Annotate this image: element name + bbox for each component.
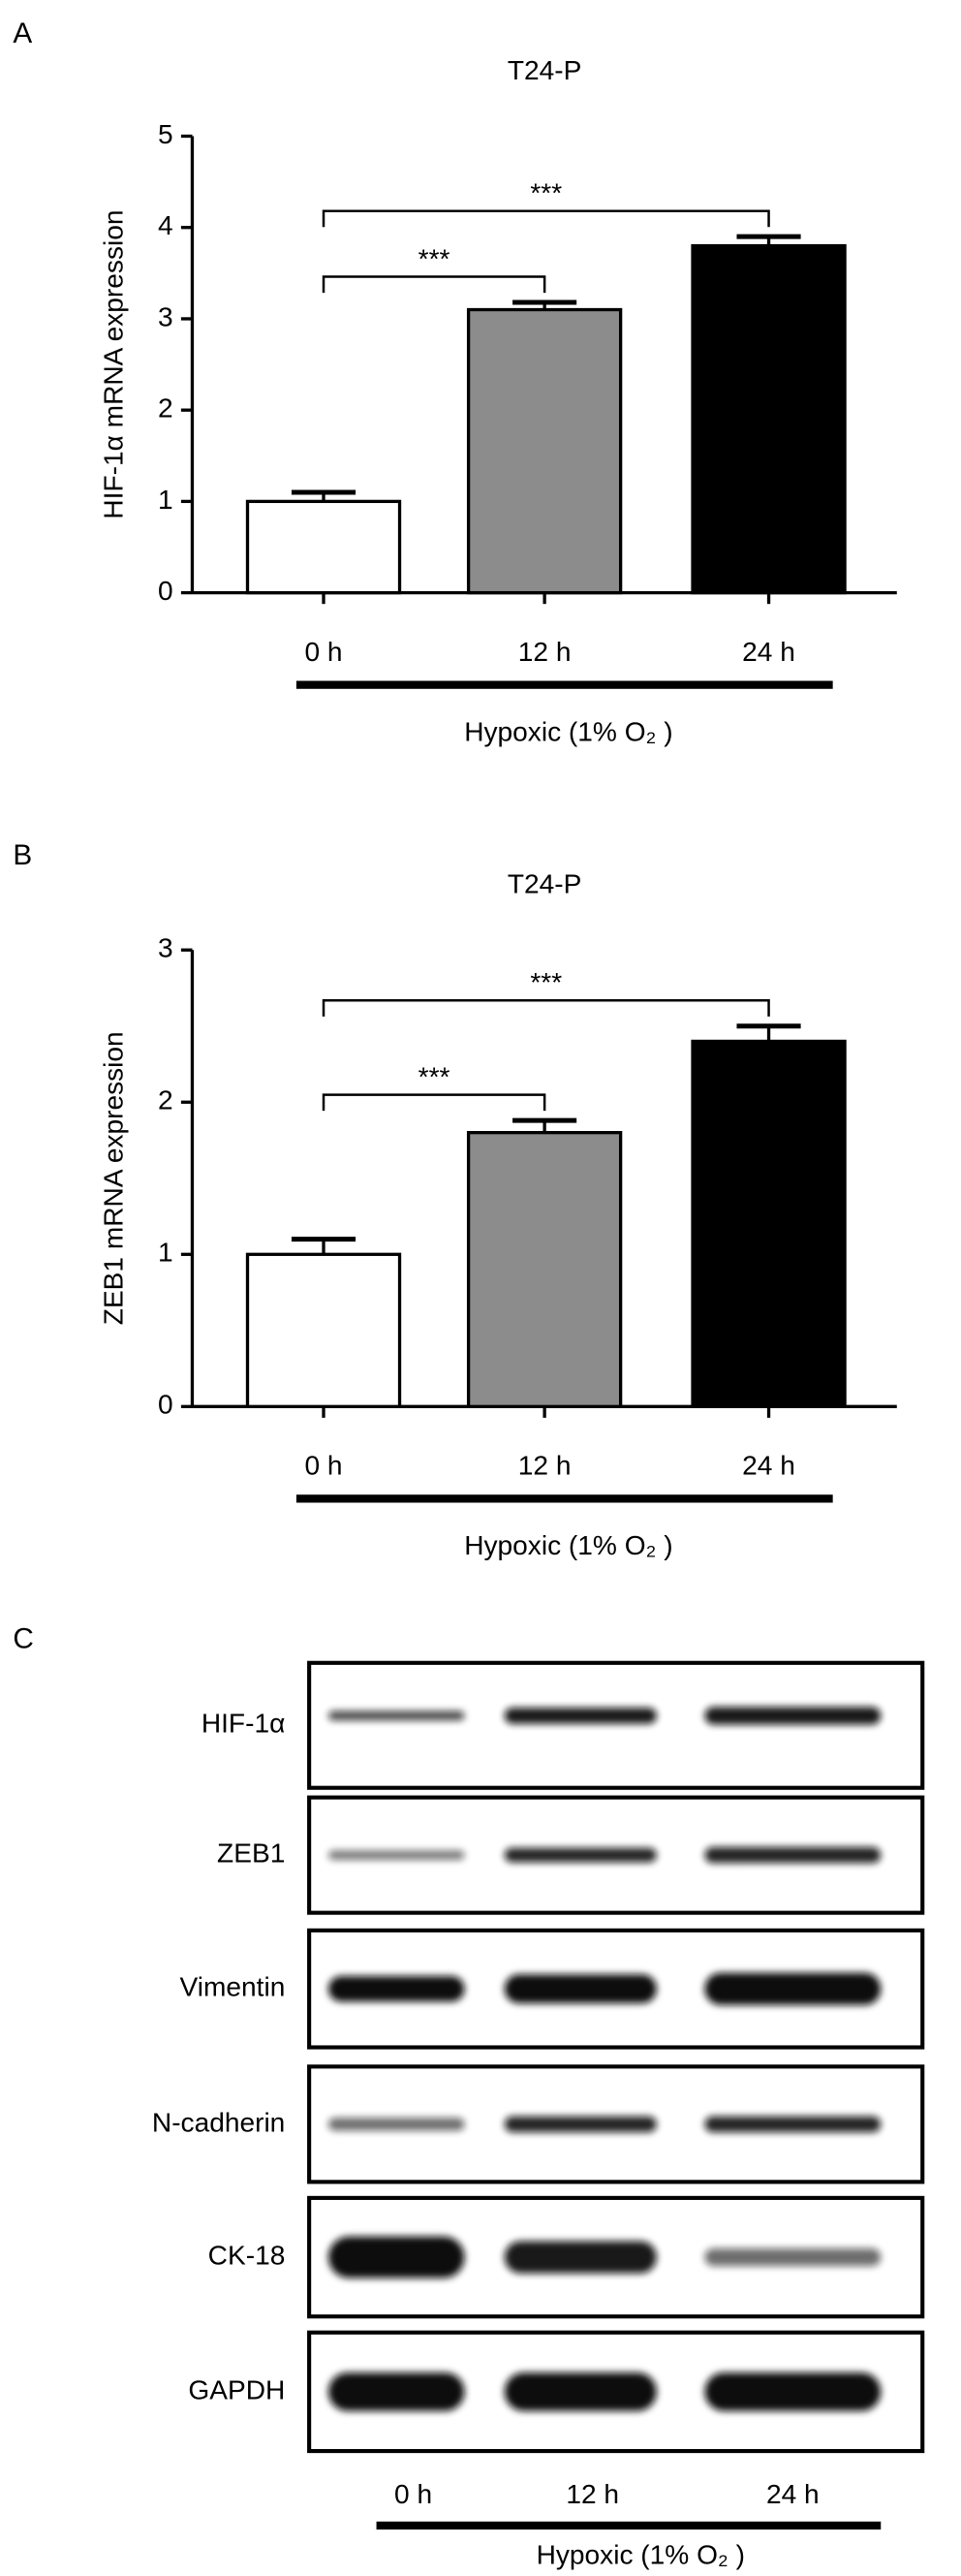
significance-bracket (322, 1093, 546, 1112)
blot-band (504, 1847, 657, 1863)
significance-bracket (322, 999, 770, 1017)
blot-band (504, 2116, 657, 2133)
significance-bracket (322, 209, 770, 228)
group-label: Hypoxic (1% O₂ ) (537, 2540, 745, 2570)
blot-band (327, 2372, 465, 2411)
group-label: Hypoxic (1% O₂ ) (464, 716, 672, 746)
y-tick-label: 1 (158, 1238, 173, 1268)
x-tick-label: 24 h (742, 1451, 795, 1481)
blot-band (704, 1707, 882, 1725)
blot-lane-label: 12 h (566, 2479, 619, 2509)
blot-row-label: HIF-1α (202, 1709, 285, 1739)
blot-row-label: Vimentin (180, 1972, 286, 2002)
bar (245, 1252, 402, 1408)
significance-label: *** (530, 967, 562, 997)
bar (691, 243, 847, 595)
panel-label: A (13, 17, 32, 49)
y-tick-label: 5 (158, 119, 173, 149)
chart-title: T24-P (508, 869, 582, 899)
x-tick-label: 0 h (304, 637, 342, 667)
x-tick-label: 0 h (304, 1451, 342, 1481)
significance-label: *** (418, 1062, 450, 1092)
blot-lane-label: 0 h (394, 2479, 432, 2509)
blot-band (704, 2116, 882, 2133)
blot-band (704, 1846, 882, 1864)
x-tick-label: 24 h (742, 637, 795, 667)
blot-band (704, 2372, 882, 2411)
panel-label: C (13, 1623, 34, 1655)
significance-label: *** (530, 178, 562, 208)
y-axis-label: HIF-1α mRNA expression (99, 209, 129, 518)
bar (466, 1131, 623, 1408)
y-tick-label: 0 (158, 1390, 173, 1420)
blot-row-label: CK-18 (208, 2240, 286, 2270)
x-tick-label: 12 h (518, 637, 572, 667)
bar (691, 1039, 847, 1408)
blot-band (327, 1850, 465, 1861)
blot-row-label: ZEB1 (217, 1838, 285, 1869)
blot-frame (307, 1660, 925, 1790)
group-label: Hypoxic (1% O₂ ) (464, 1530, 672, 1560)
significance-label: *** (418, 243, 450, 273)
blot-row-label: GAPDH (188, 2374, 285, 2404)
y-tick-label: 1 (158, 485, 173, 515)
blot-band (704, 2247, 882, 2267)
y-tick-label: 0 (158, 576, 173, 606)
bar (245, 499, 402, 595)
blot-band (327, 2118, 465, 2131)
chart-title: T24-P (508, 55, 582, 85)
blot-band (327, 1711, 465, 1721)
y-tick-label: 2 (158, 393, 173, 424)
blot-band (504, 1974, 657, 2004)
blot-lane-label: 24 h (766, 2479, 820, 2509)
group-underline (376, 2521, 882, 2530)
blot-band (504, 2241, 657, 2274)
y-tick-label: 3 (158, 301, 173, 331)
y-tick-label: 4 (158, 210, 173, 240)
significance-bracket (322, 275, 546, 294)
y-axis-label: ZEB1 mRNA expression (99, 1031, 129, 1325)
y-tick-label: 2 (158, 1085, 173, 1115)
y-tick-label: 3 (158, 933, 173, 963)
panel-label: B (13, 839, 32, 871)
blot-band (704, 1972, 882, 2005)
x-tick-label: 12 h (518, 1451, 572, 1481)
group-underline (295, 1494, 833, 1503)
group-underline (295, 680, 833, 689)
blot-band (504, 1708, 657, 1724)
blot-band (504, 2372, 657, 2411)
blot-band (327, 2236, 465, 2278)
bar (466, 307, 623, 595)
blot-row-label: N-cadherin (152, 2107, 285, 2137)
blot-band (327, 1975, 465, 2002)
